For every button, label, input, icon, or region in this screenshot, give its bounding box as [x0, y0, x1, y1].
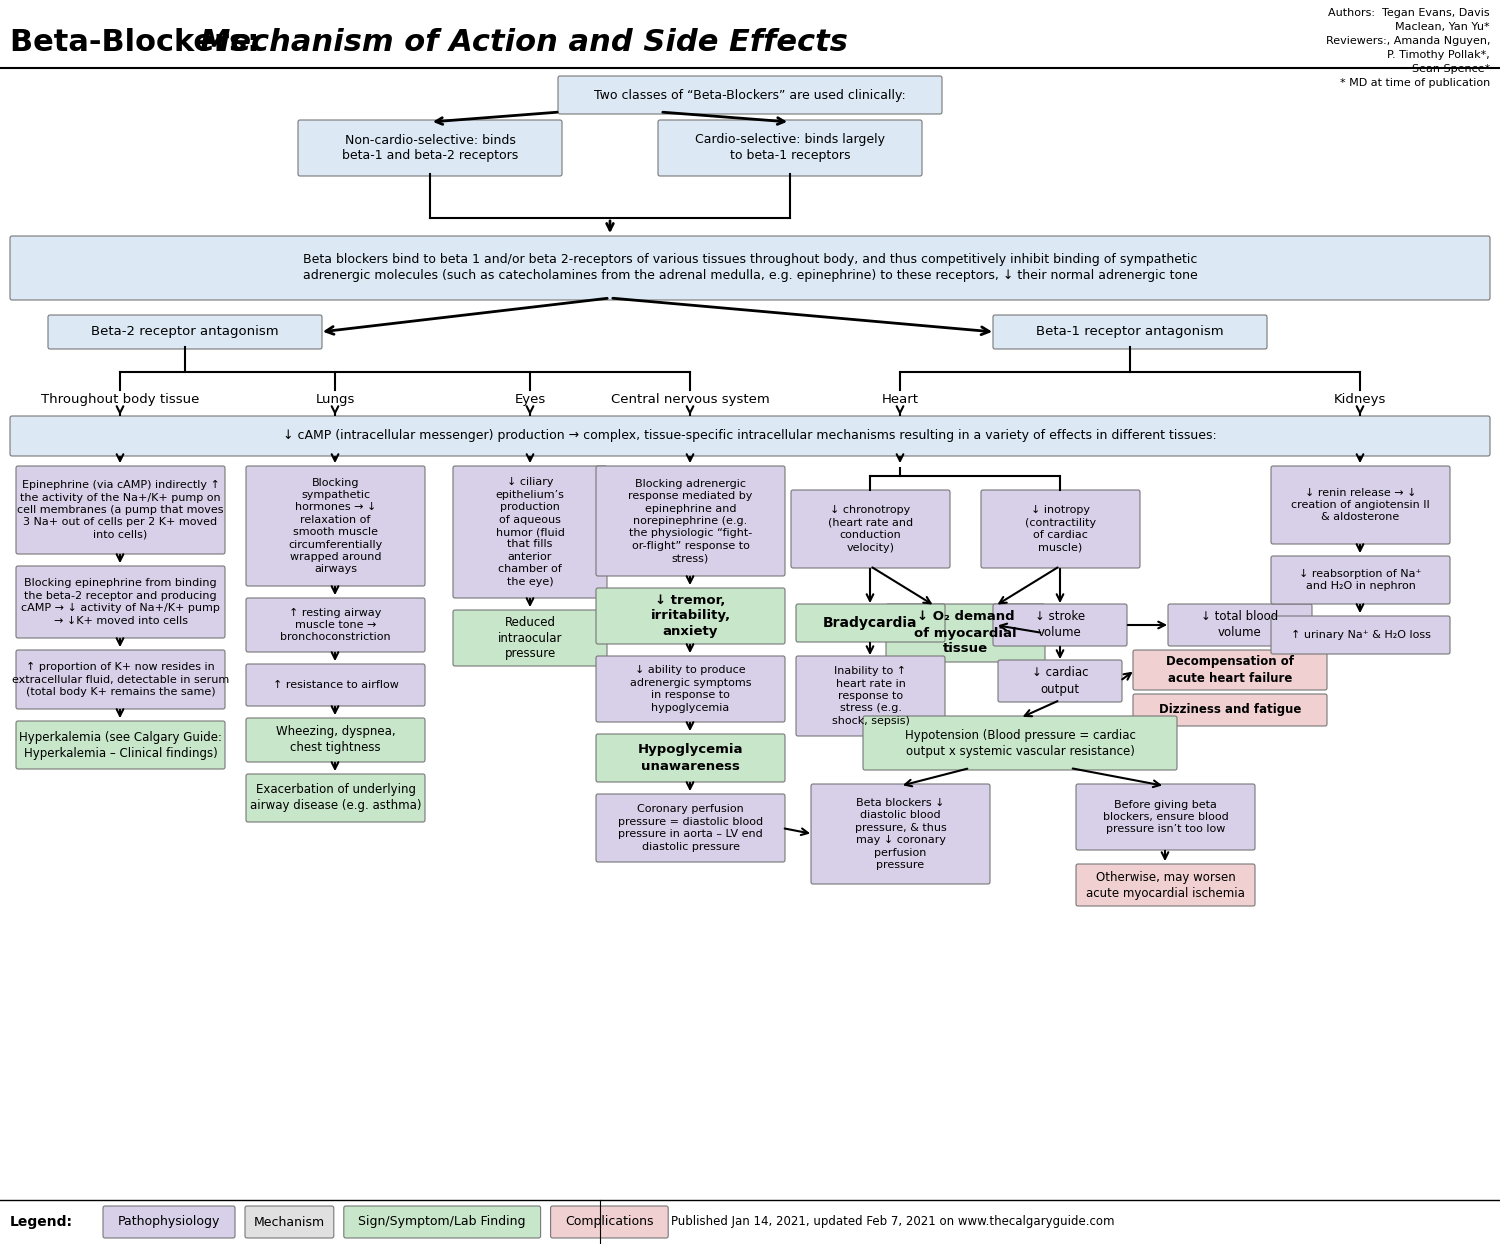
Text: Mechanism of Action and Side Effects: Mechanism of Action and Side Effects [200, 29, 847, 57]
FancyBboxPatch shape [1168, 605, 1312, 646]
Text: Sign/Symptom/Lab Finding: Sign/Symptom/Lab Finding [358, 1215, 526, 1229]
Text: Beta-2 receptor antagonism: Beta-2 receptor antagonism [92, 326, 279, 338]
Text: Legend:: Legend: [10, 1215, 74, 1229]
Text: Pathophysiology: Pathophysiology [118, 1215, 220, 1229]
FancyBboxPatch shape [16, 466, 225, 554]
Text: ↑ resistance to airflow: ↑ resistance to airflow [273, 680, 399, 690]
Text: Before giving beta
blockers, ensure blood
pressure isn’t too low: Before giving beta blockers, ensure bloo… [1102, 800, 1228, 835]
FancyBboxPatch shape [246, 774, 424, 822]
FancyBboxPatch shape [790, 490, 950, 569]
Text: Heart: Heart [882, 393, 918, 406]
FancyBboxPatch shape [886, 605, 1046, 662]
Text: Central nervous system: Central nervous system [610, 393, 770, 406]
FancyBboxPatch shape [596, 466, 784, 576]
FancyBboxPatch shape [453, 466, 608, 598]
FancyBboxPatch shape [16, 651, 225, 709]
Text: Hyperkalemia (see Calgary Guide:
Hyperkalemia – Clinical findings): Hyperkalemia (see Calgary Guide: Hyperka… [20, 730, 222, 760]
FancyBboxPatch shape [48, 315, 322, 350]
FancyBboxPatch shape [812, 784, 990, 884]
Text: Mechanism: Mechanism [254, 1215, 326, 1229]
Text: ↓ inotropy
(contractility
of cardiac
muscle): ↓ inotropy (contractility of cardiac mus… [1024, 505, 1096, 552]
FancyBboxPatch shape [596, 588, 784, 644]
Text: Decompensation of
acute heart failure: Decompensation of acute heart failure [1166, 656, 1294, 684]
FancyBboxPatch shape [981, 490, 1140, 569]
Text: Authors:  Tegan Evans, Davis
Maclean, Yan Yu*
Reviewers:, Amanda Nguyen,
P. Timo: Authors: Tegan Evans, Davis Maclean, Yan… [1326, 7, 1490, 88]
FancyBboxPatch shape [558, 76, 942, 114]
FancyBboxPatch shape [10, 236, 1490, 300]
FancyBboxPatch shape [862, 717, 1178, 770]
Text: Epinephrine (via cAMP) indirectly ↑
the activity of the Na+/K+ pump on
cell memb: Epinephrine (via cAMP) indirectly ↑ the … [18, 480, 223, 540]
FancyBboxPatch shape [344, 1205, 540, 1238]
FancyBboxPatch shape [993, 605, 1126, 646]
FancyBboxPatch shape [1270, 466, 1450, 544]
Text: Eyes: Eyes [514, 393, 546, 406]
Text: Reduced
intraocular
pressure: Reduced intraocular pressure [498, 616, 562, 661]
Text: Blocking adrenergic
response mediated by
epinephrine and
norepinephrine (e.g.
th: Blocking adrenergic response mediated by… [628, 479, 753, 564]
Text: ↓ ability to produce
adrenergic symptoms
in response to
hypoglycemia: ↓ ability to produce adrenergic symptoms… [630, 666, 752, 713]
FancyBboxPatch shape [16, 566, 225, 638]
FancyBboxPatch shape [796, 656, 945, 736]
FancyBboxPatch shape [1270, 556, 1450, 605]
Text: Two classes of “Beta-Blockers” are used clinically:: Two classes of “Beta-Blockers” are used … [594, 88, 906, 102]
FancyBboxPatch shape [246, 598, 424, 652]
Text: ↓ reabsorption of Na⁺
and H₂O in nephron: ↓ reabsorption of Na⁺ and H₂O in nephron [1299, 569, 1422, 591]
Text: ↓ cAMP (intracellular messenger) production → complex, tissue-specific intracell: ↓ cAMP (intracellular messenger) product… [284, 429, 1216, 443]
Text: ↑ resting airway
muscle tone →
bronchoconstriction: ↑ resting airway muscle tone → bronchoco… [280, 607, 392, 642]
Text: Coronary perfusion
pressure = diastolic blood
pressure in aorta – LV end
diastol: Coronary perfusion pressure = diastolic … [618, 805, 764, 852]
FancyBboxPatch shape [10, 415, 1490, 457]
FancyBboxPatch shape [104, 1205, 236, 1238]
FancyBboxPatch shape [1132, 694, 1328, 726]
Text: ↑ proportion of K+ now resides in
extracellular fluid, detectable in serum
(tota: ↑ proportion of K+ now resides in extrac… [12, 662, 229, 697]
Text: Beta blockers bind to beta 1 and/or beta 2-receptors of various tissues througho: Beta blockers bind to beta 1 and/or beta… [303, 254, 1197, 282]
Text: Hypoglycemia
unawareness: Hypoglycemia unawareness [638, 744, 744, 773]
Text: ↓ tremor,
irritability,
anxiety: ↓ tremor, irritability, anxiety [651, 593, 730, 638]
Text: ↓ O₂ demand
of myocardial
tissue: ↓ O₂ demand of myocardial tissue [914, 611, 1017, 656]
Text: Kidneys: Kidneys [1334, 393, 1386, 406]
FancyBboxPatch shape [1132, 651, 1328, 690]
FancyBboxPatch shape [550, 1205, 668, 1238]
Text: Beta blockers ↓
diastolic blood
pressure, & thus
may ↓ coronary
perfusion
pressu: Beta blockers ↓ diastolic blood pressure… [855, 797, 946, 870]
FancyBboxPatch shape [596, 734, 784, 782]
Text: Beta-Blockers:: Beta-Blockers: [10, 29, 270, 57]
FancyBboxPatch shape [796, 605, 945, 642]
FancyBboxPatch shape [16, 722, 225, 769]
Text: Blocking epinephrine from binding
the beta-2 receptor and producing
cAMP → ↓ act: Blocking epinephrine from binding the be… [21, 578, 220, 626]
FancyBboxPatch shape [596, 794, 784, 862]
Text: Dizziness and fatigue: Dizziness and fatigue [1160, 704, 1300, 717]
Text: ↓ chronotropy
(heart rate and
conduction
velocity): ↓ chronotropy (heart rate and conduction… [828, 505, 914, 552]
Text: Exacerbation of underlying
airway disease (e.g. asthma): Exacerbation of underlying airway diseas… [249, 784, 422, 812]
Text: ↓ ciliary
epithelium’s
production
of aqueous
humor (fluid
that fills
anterior
ch: ↓ ciliary epithelium’s production of aqu… [495, 478, 564, 587]
Text: Hypotension (Blood pressure = cardiac
output x systemic vascular resistance): Hypotension (Blood pressure = cardiac ou… [904, 729, 1136, 758]
Text: Lungs: Lungs [315, 393, 354, 406]
FancyBboxPatch shape [1076, 784, 1256, 850]
FancyBboxPatch shape [658, 119, 922, 175]
Text: Wheezing, dyspnea,
chest tightness: Wheezing, dyspnea, chest tightness [276, 725, 396, 755]
FancyBboxPatch shape [993, 315, 1268, 350]
Text: Blocking
sympathetic
hormones → ↓
relaxation of
smooth muscle
circumferentially
: Blocking sympathetic hormones → ↓ relaxa… [288, 478, 382, 575]
Text: Cardio-selective: binds largely
to beta-1 receptors: Cardio-selective: binds largely to beta-… [694, 133, 885, 163]
Text: ↑ urinary Na⁺ & H₂O loss: ↑ urinary Na⁺ & H₂O loss [1290, 629, 1431, 639]
FancyBboxPatch shape [244, 1205, 334, 1238]
Text: Throughout body tissue: Throughout body tissue [40, 393, 200, 406]
Text: ↓ renin release → ↓
creation of angiotensin II
& aldosterone: ↓ renin release → ↓ creation of angioten… [1292, 488, 1430, 522]
Text: Non-cardio-selective: binds
beta-1 and beta-2 receptors: Non-cardio-selective: binds beta-1 and b… [342, 133, 518, 163]
Text: Published Jan 14, 2021, updated Feb 7, 2021 on www.thecalgaryguide.com: Published Jan 14, 2021, updated Feb 7, 2… [670, 1215, 1130, 1229]
FancyBboxPatch shape [246, 718, 424, 763]
FancyBboxPatch shape [246, 664, 424, 707]
FancyBboxPatch shape [246, 466, 424, 586]
FancyBboxPatch shape [1270, 616, 1450, 654]
FancyBboxPatch shape [453, 610, 608, 666]
Text: ↓ cardiac
output: ↓ cardiac output [1032, 667, 1088, 695]
Text: ↓ total blood
volume: ↓ total blood volume [1202, 611, 1278, 639]
Text: Beta-1 receptor antagonism: Beta-1 receptor antagonism [1036, 326, 1224, 338]
FancyBboxPatch shape [298, 119, 562, 175]
FancyBboxPatch shape [596, 656, 784, 722]
Text: Complications: Complications [566, 1215, 654, 1229]
Text: Bradycardia: Bradycardia [824, 616, 918, 629]
Text: Otherwise, may worsen
acute myocardial ischemia: Otherwise, may worsen acute myocardial i… [1086, 871, 1245, 899]
FancyBboxPatch shape [1076, 865, 1256, 906]
Text: Inability to ↑
heart rate in
response to
stress (e.g.
shock, sepsis): Inability to ↑ heart rate in response to… [831, 667, 909, 725]
Text: ↓ stroke
volume: ↓ stroke volume [1035, 611, 1084, 639]
FancyBboxPatch shape [998, 661, 1122, 702]
